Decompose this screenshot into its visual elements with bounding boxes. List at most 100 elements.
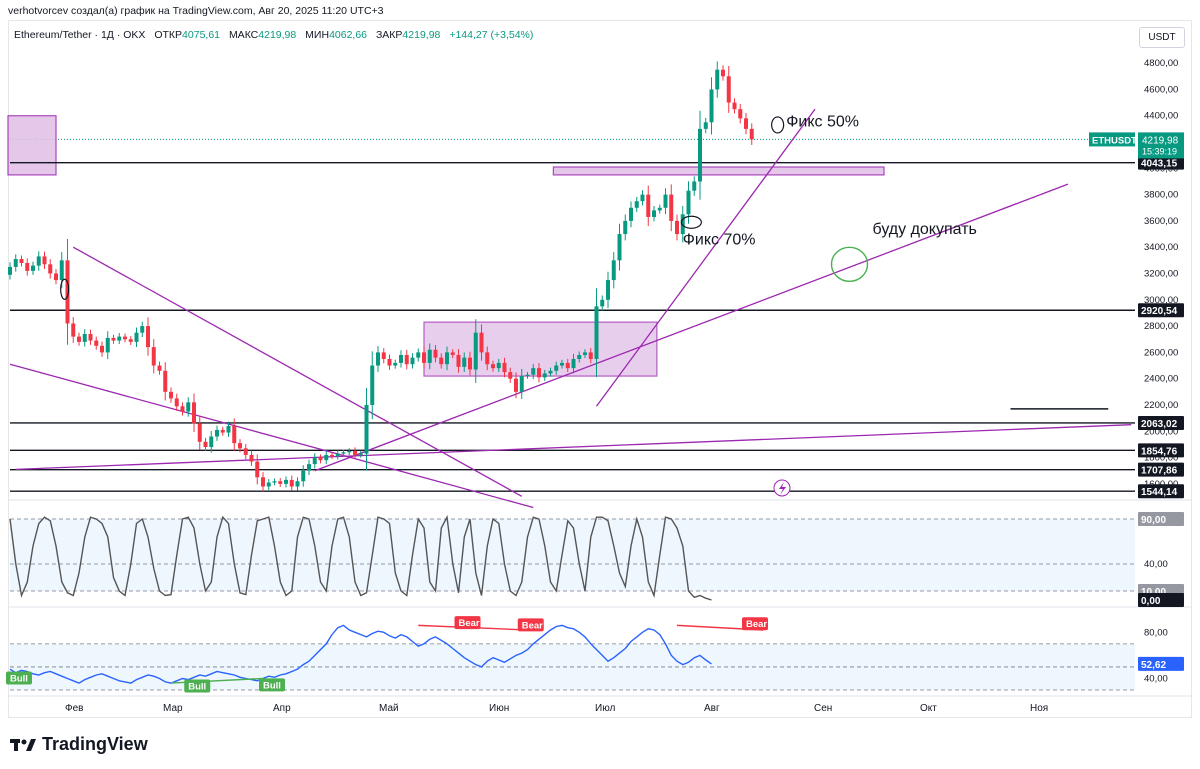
candle-body [462,357,467,367]
level-label-bg [1138,415,1184,430]
divergence-badge: Bear [522,620,543,631]
candle-body [226,426,231,433]
y-tick-label: 2600,00 [1144,347,1178,358]
circle-mark [60,278,70,300]
x-tick-label: Авг [704,703,720,714]
candle-body [238,443,242,449]
candle-body [169,391,173,399]
candle-body [203,441,208,448]
circle-mark [680,215,702,229]
candle-body [588,352,593,359]
trendline [15,424,1132,471]
candle-body [611,260,616,281]
annotation-fix-70: Фикс 70% [683,232,756,249]
level-label-bg [1138,443,1184,458]
level-label-bg [1138,462,1184,477]
y-tick-label: 3000,00 [1144,295,1178,306]
candle-body [243,448,248,455]
oscillator-y-tick: 40,00 [1144,559,1168,570]
candle-body [232,426,237,444]
candle-body [36,256,41,266]
rsi-current-label: 52,62 [1141,660,1166,671]
candle-body [295,481,300,487]
open-value: 4075,61 [182,29,221,41]
y-tick-label: 2800,00 [1144,321,1178,332]
candle-body [744,118,748,129]
symbol-name[interactable]: Ethereum/Tether · 1Д · OKX [14,29,146,41]
trendline [314,183,1069,472]
x-tick-label: Июн [489,703,509,714]
candle-body [416,352,421,358]
candle-body [174,398,179,407]
candle-body [629,207,633,221]
trendline [9,363,534,509]
level-label: 4043,15 [1141,159,1178,170]
candle-body [542,373,547,378]
candle-body [272,481,277,483]
candle-body [255,461,260,478]
circle-mark [771,116,785,134]
candle-body [577,355,582,359]
last-price-badge-bg [1138,132,1184,159]
candle-body [652,210,656,217]
candle-body [548,370,553,374]
candle-body [456,355,461,367]
candle-body [646,194,651,217]
oscillator-band [10,519,1135,591]
candle-body [721,69,725,77]
candle-body [393,362,398,366]
tradingview-logo-icon [10,738,36,751]
x-tick-label: Сен [814,703,832,714]
candle-body [657,207,662,211]
candle-body [571,358,576,369]
oscillator-line [9,514,712,601]
high-label: МАКС [228,29,259,41]
candle-body [606,280,610,300]
change-value: +144,27 (+3,54%) [449,29,534,41]
candle-body [433,349,438,358]
candle-body [358,453,363,455]
candle-body [88,333,93,341]
y-tick-label: 4400,00 [1144,111,1178,122]
level-label: 1544,14 [1141,487,1178,498]
candle-body [266,482,271,487]
candle-body [709,89,714,123]
candle-body [341,452,346,454]
candle-body [439,357,444,365]
x-tick-label: Мар [163,703,183,714]
y-tick-label: 4800,00 [1144,58,1178,69]
y-tick-label: 1800,00 [1144,453,1178,464]
oscillator-band-label: 10,00 [1141,587,1166,598]
x-tick-label: Ноя [1030,703,1048,714]
countdown-label: 15:39:19 [1142,146,1177,156]
divergence-badge: Bull [10,673,28,684]
candle-body [307,464,311,471]
y-tick-label: 3200,00 [1144,269,1178,280]
candle-body [600,299,605,307]
candle-body [42,256,47,265]
candle-body [560,362,564,366]
x-tick-label: Окт [920,703,937,714]
divergence-badge-bg [184,679,211,693]
candle-body [54,273,58,281]
level-label: 1707,86 [1141,466,1178,477]
candle-body [318,457,323,461]
currency-button[interactable]: USDT [1139,27,1185,48]
candle-body [65,260,70,324]
candle-body [284,479,288,484]
candle-body [502,362,507,373]
divergence-badge: Bear [459,618,480,629]
candle-body [634,201,639,208]
oscillator-current-label: 0,00 [1141,596,1161,607]
candle-body [445,352,449,365]
candle-body [491,364,495,369]
candle-body [261,477,265,487]
candle-body [680,214,685,235]
candle-body [479,332,484,353]
candle-body [25,262,30,271]
candle-body [19,259,24,263]
candle-body [192,402,196,424]
candle-body [399,355,403,363]
candle-body [157,365,162,371]
